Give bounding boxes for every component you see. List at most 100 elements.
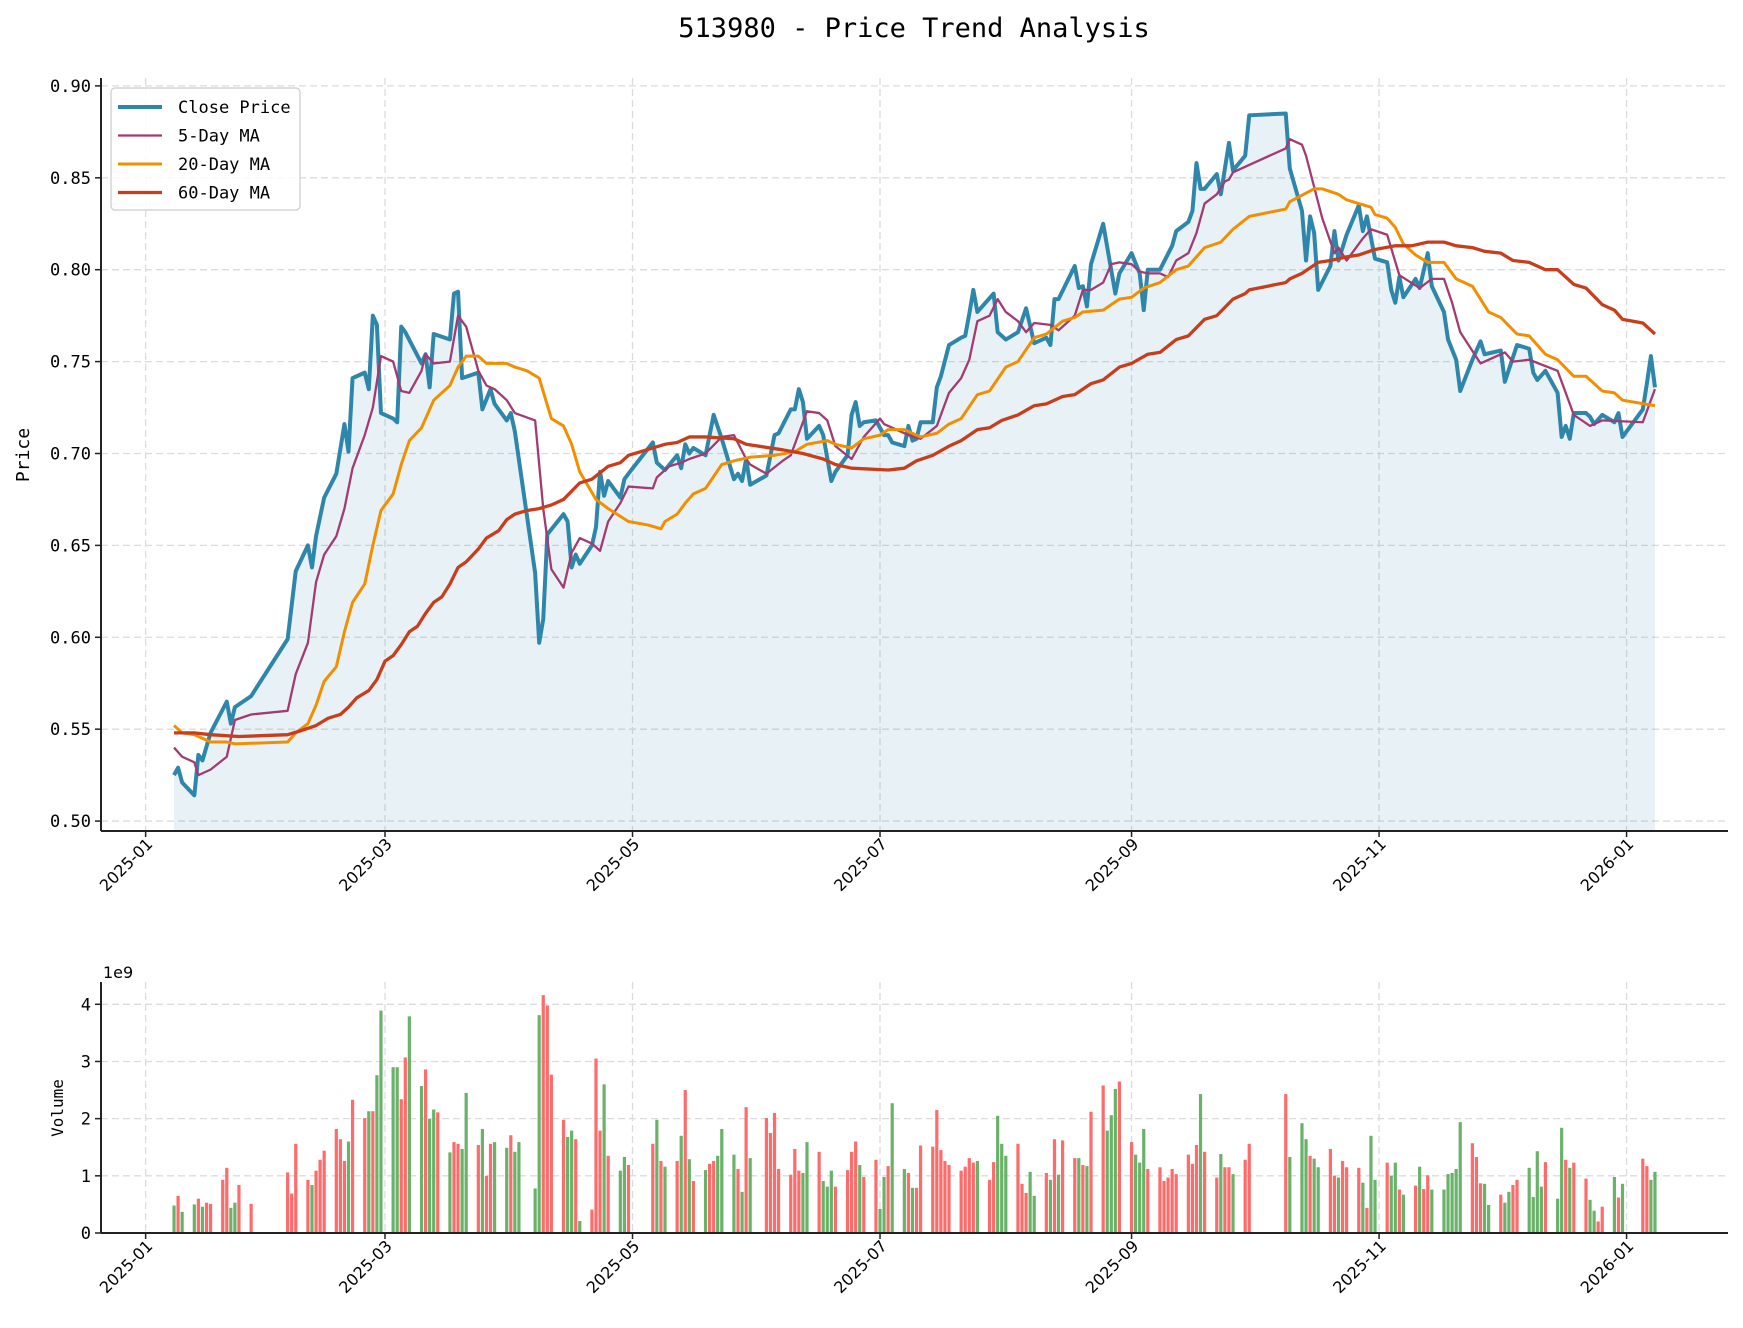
volume-bar bbox=[902, 1168, 906, 1233]
price-y-tick-label: 0.75 bbox=[50, 353, 91, 373]
volume-bar bbox=[379, 1010, 383, 1233]
volume-bar bbox=[488, 1143, 493, 1233]
volume-bar bbox=[878, 1208, 882, 1233]
volume-y-tick-label: 3 bbox=[81, 1052, 91, 1072]
volume-bar bbox=[1020, 1183, 1024, 1233]
chart-title: 513980 - Price Trend Analysis bbox=[678, 13, 1149, 44]
volume-bar bbox=[537, 1015, 541, 1233]
volume-bar bbox=[574, 1139, 578, 1233]
volume-bar bbox=[1503, 1202, 1507, 1233]
volume-bar bbox=[1336, 1177, 1341, 1233]
volume-bar bbox=[338, 1139, 342, 1233]
volume-bar bbox=[1564, 1159, 1568, 1233]
volume-bar bbox=[736, 1168, 740, 1233]
volume-bar bbox=[850, 1151, 854, 1233]
legend-label: 20-Day MA bbox=[178, 155, 270, 175]
volume-bar bbox=[821, 1180, 825, 1233]
volume-bar bbox=[1535, 1151, 1539, 1233]
volume-bar bbox=[874, 1159, 878, 1233]
volume-bar bbox=[801, 1172, 805, 1233]
volume-bar bbox=[428, 1118, 432, 1233]
price-y-tick-label: 0.85 bbox=[50, 169, 91, 189]
volume-bar bbox=[1515, 1179, 1519, 1233]
volume-bar bbox=[375, 1075, 379, 1233]
volume-bar bbox=[391, 1067, 395, 1233]
volume-bar bbox=[675, 1160, 679, 1233]
volume-bar bbox=[1170, 1168, 1174, 1233]
volume-bar bbox=[663, 1166, 667, 1233]
volume-bar bbox=[1028, 1171, 1032, 1233]
volume-bar bbox=[517, 1142, 521, 1233]
volume-bar bbox=[606, 1155, 610, 1233]
volume-bar bbox=[1584, 1178, 1588, 1233]
volume-bar bbox=[590, 1209, 594, 1233]
volume-bar bbox=[825, 1186, 829, 1233]
volume-bar bbox=[1393, 1162, 1397, 1233]
volume-bar bbox=[683, 1090, 687, 1233]
volume-bar bbox=[290, 1193, 294, 1233]
volume-bar bbox=[1616, 1197, 1621, 1233]
volume-bar bbox=[1328, 1148, 1332, 1233]
volume-bar bbox=[1357, 1167, 1361, 1233]
volume-bar bbox=[1300, 1123, 1304, 1233]
volume-bar bbox=[1089, 1111, 1093, 1233]
close-price-area-fill bbox=[174, 113, 1655, 832]
volume-bar bbox=[618, 1170, 622, 1233]
volume-bar bbox=[1203, 1151, 1207, 1233]
volume-bar bbox=[626, 1164, 631, 1233]
volume-bar bbox=[992, 1162, 996, 1233]
volume-bar bbox=[622, 1156, 626, 1233]
volume-bar bbox=[987, 1179, 992, 1233]
volume-bar bbox=[192, 1204, 196, 1233]
legend-label: 5-Day MA bbox=[178, 127, 260, 147]
volume-bar bbox=[947, 1164, 951, 1233]
volume-bar bbox=[805, 1142, 809, 1233]
volume-bar bbox=[403, 1057, 407, 1233]
volume-bar bbox=[967, 1158, 971, 1233]
volume-bar bbox=[225, 1167, 229, 1233]
volume-bar bbox=[233, 1202, 237, 1233]
volume-bar bbox=[1373, 1179, 1377, 1233]
volume-bar bbox=[509, 1135, 513, 1233]
volume-bar bbox=[963, 1166, 967, 1233]
volume-bar bbox=[914, 1187, 919, 1233]
price-y-axis-label: Price bbox=[13, 428, 34, 482]
volume-bar bbox=[1000, 1143, 1004, 1233]
volume-bar bbox=[772, 1112, 777, 1233]
volume-bar bbox=[1539, 1186, 1543, 1233]
volume-bar bbox=[959, 1170, 963, 1233]
volume-bar bbox=[1430, 1189, 1434, 1233]
price-y-tick-label: 0.65 bbox=[50, 536, 91, 556]
volume-bar bbox=[1215, 1177, 1219, 1233]
volume-bar bbox=[1470, 1143, 1474, 1233]
volume-bar bbox=[931, 1146, 935, 1233]
volume-bar bbox=[237, 1184, 241, 1233]
volume-bar bbox=[1543, 1162, 1548, 1233]
volume-bar bbox=[249, 1203, 253, 1233]
volume-bar bbox=[1142, 1128, 1146, 1233]
volume-bar bbox=[294, 1143, 298, 1233]
volume-y-tick-label: 2 bbox=[81, 1110, 91, 1130]
volume-bar bbox=[1600, 1206, 1604, 1233]
volume-bar bbox=[703, 1170, 708, 1233]
volume-bar bbox=[570, 1130, 574, 1233]
volume-bar bbox=[1340, 1160, 1345, 1233]
volume-bar bbox=[768, 1132, 773, 1233]
volume-bar bbox=[1060, 1140, 1065, 1233]
volume-bar bbox=[935, 1110, 939, 1233]
volume-bar bbox=[204, 1202, 209, 1233]
volume-bar bbox=[1361, 1182, 1365, 1233]
volume-bar bbox=[318, 1159, 322, 1233]
volume-bar bbox=[407, 1016, 411, 1233]
volume-y-tick-label: 1 bbox=[81, 1167, 91, 1187]
volume-bar bbox=[1446, 1174, 1450, 1233]
close-price-line bbox=[172, 111, 1657, 798]
ma60-line bbox=[174, 240, 1657, 739]
volume-bar bbox=[1588, 1199, 1592, 1233]
volume-bar bbox=[1247, 1143, 1251, 1233]
volume-bar bbox=[541, 995, 545, 1233]
volume-bar bbox=[1052, 1139, 1057, 1233]
legend: Close Price 5-Day MA 20-Day MA 60-Day MA bbox=[110, 87, 301, 211]
volume-bar bbox=[208, 1203, 213, 1233]
